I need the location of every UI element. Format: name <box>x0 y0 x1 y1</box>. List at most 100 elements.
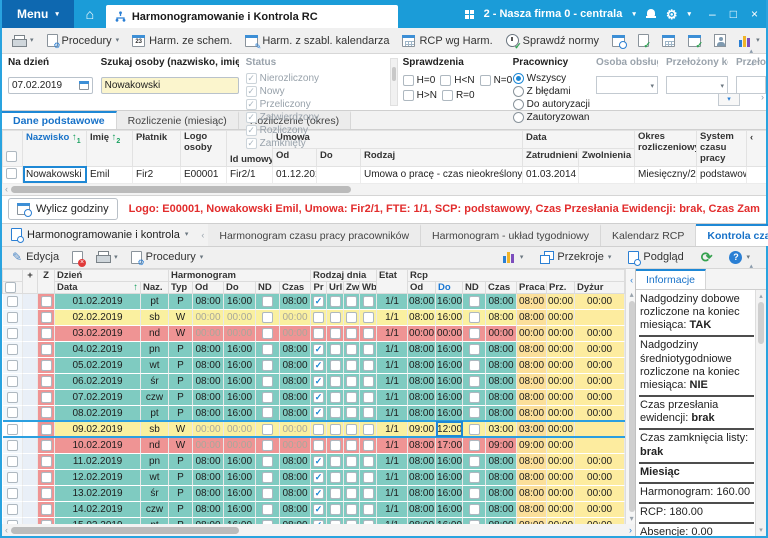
rcp-nd[interactable] <box>463 501 486 517</box>
col-harm-do[interactable]: Do <box>224 281 256 293</box>
cell-date[interactable]: 01.02.2019 <box>55 293 141 309</box>
rcp-nd[interactable] <box>463 389 486 405</box>
cell-zwolnienia[interactable] <box>579 166 635 183</box>
cell-rcp-od[interactable]: 08:00 <box>408 485 436 501</box>
status-option[interactable]: Nowy <box>246 85 322 97</box>
rcp-row[interactable]: 01.02.2019ptP08:0016:0008:001/108:0016:0… <box>3 293 625 309</box>
cell-day-name[interactable]: śr <box>141 485 169 501</box>
col-harm-czas[interactable]: Czas <box>280 281 311 293</box>
cell-prz[interactable]: 00:00 <box>547 309 575 325</box>
cell-praca[interactable]: 08:00 <box>517 389 547 405</box>
rodzaj-url[interactable] <box>327 485 344 501</box>
cell-rcp-od[interactable]: 00:00 <box>408 325 436 341</box>
checkbox-icon[interactable] <box>440 75 451 86</box>
rodzaj-pr[interactable] <box>311 405 327 421</box>
rodzaj-wb[interactable] <box>360 485 377 501</box>
row-select-checkbox[interactable] <box>7 407 18 418</box>
checkbox-checked-icon[interactable] <box>246 112 257 123</box>
cell-rcp-od[interactable]: 08:00 <box>408 501 436 517</box>
rodzaj-url[interactable] <box>327 309 344 325</box>
cell-rcp-od[interactable]: 08:00 <box>408 341 436 357</box>
cell-rcp-do[interactable]: 16:00 <box>436 501 463 517</box>
rodzaj-wb[interactable] <box>360 357 377 373</box>
rodzaj-zw-checkbox[interactable] <box>346 328 357 339</box>
cell-zatrudnienia[interactable]: 01.03.2014 <box>523 166 579 183</box>
cell-day-name[interactable]: pn <box>141 341 169 357</box>
row-expand[interactable] <box>23 485 38 501</box>
radio-icon[interactable] <box>513 99 524 110</box>
harm-nd[interactable] <box>256 437 280 453</box>
cell-type[interactable]: W <box>169 309 193 325</box>
cell-harm-czas[interactable]: 08:00 <box>280 485 311 501</box>
rodzaj-url-checkbox[interactable] <box>330 407 341 418</box>
cell-day-name[interactable]: wt <box>141 469 169 485</box>
row-select-checkbox[interactable] <box>7 344 18 355</box>
cell-rcp-od[interactable]: 08:00 <box>408 469 436 485</box>
cell-dyzur[interactable]: 00:00 <box>575 357 625 373</box>
row-select-checkbox[interactable] <box>7 472 18 483</box>
person-card-button[interactable] <box>709 32 731 49</box>
harm-nd[interactable] <box>256 469 280 485</box>
harm-nd[interactable] <box>256 501 280 517</box>
rodzaj-pr-checkbox[interactable] <box>313 424 324 435</box>
doc-check-button[interactable] <box>633 32 654 49</box>
rodzaj-wb[interactable] <box>360 517 377 524</box>
cell-rcp-czas[interactable]: 03:00 <box>486 421 517 437</box>
rodzaj-zw[interactable] <box>344 469 360 485</box>
rodzaj-pr[interactable] <box>311 517 327 524</box>
row-select-checkbox[interactable] <box>7 296 18 307</box>
cell-type[interactable]: P <box>169 485 193 501</box>
rcp-nd[interactable] <box>463 309 486 325</box>
col-harm-nd[interactable]: ND <box>256 281 280 293</box>
colgroup-rcp[interactable]: Rcp <box>408 269 625 281</box>
scrollbar-thumb[interactable] <box>11 186 351 193</box>
col-etat[interactable]: Etat <box>377 269 408 293</box>
cell-praca[interactable]: 08:00 <box>517 469 547 485</box>
rodzaj-url-checkbox[interactable] <box>330 456 341 467</box>
cell-etat[interactable]: 1/1 <box>377 341 408 357</box>
col-data[interactable]: Data↑ <box>55 281 141 293</box>
row-select[interactable] <box>3 437 23 453</box>
z-flag-checkbox[interactable] <box>41 360 52 371</box>
cell-dyzur[interactable]: 00:00 <box>575 469 625 485</box>
cell-harm-czas[interactable]: 08:00 <box>280 405 311 421</box>
collapse-panel-icon[interactable]: ▴ <box>749 262 753 270</box>
row-select[interactable] <box>3 517 23 524</box>
search-input[interactable]: Nowakowski <box>101 77 239 94</box>
col-rcp-od[interactable]: Od <box>408 281 436 293</box>
rcp-nd-checkbox[interactable] <box>469 407 480 418</box>
przelozony1-combo[interactable]: ▾ <box>666 76 728 94</box>
rodzaj-wb[interactable] <box>360 293 377 309</box>
rodzaj-wb-checkbox[interactable] <box>363 488 374 499</box>
harm-nd-checkbox[interactable] <box>262 312 273 323</box>
cell-dyzur[interactable]: 00:00 <box>575 325 625 341</box>
person-row[interactable]: Nowakowski Emil Fir2 E00001 Fir2/1 01.12… <box>3 166 767 183</box>
cell-rcp-do[interactable]: 16:00 <box>436 469 463 485</box>
cell-harm-czas[interactable]: 08:00 <box>280 341 311 357</box>
cell-rcp-czas[interactable]: 08:00 <box>486 389 517 405</box>
rcp-row[interactable]: 07.02.2019czwP08:0016:0008:001/108:0016:… <box>3 389 625 405</box>
row-expand[interactable] <box>23 293 38 309</box>
z-flag[interactable] <box>38 501 55 517</box>
harm-nd[interactable] <box>256 389 280 405</box>
cell-harm-do[interactable]: 16:00 <box>224 405 256 421</box>
row-select-checkbox[interactable] <box>7 328 18 339</box>
rodzaj-zw[interactable] <box>344 405 360 421</box>
harm-nd[interactable] <box>256 373 280 389</box>
row-select-checkbox[interactable] <box>7 456 18 467</box>
harm-nd[interactable] <box>256 293 280 309</box>
harm-nd-checkbox[interactable] <box>262 360 273 371</box>
cell-day-name[interactable]: nd <box>141 437 169 453</box>
cell-harm-czas[interactable]: 00:00 <box>280 309 311 325</box>
procedury-button[interactable]: Procedury ▾ <box>126 249 209 266</box>
z-flag[interactable] <box>38 453 55 469</box>
z-flag-checkbox[interactable] <box>41 312 52 323</box>
col-typ[interactable]: Typ <box>169 281 193 293</box>
rodzaj-wb-checkbox[interactable] <box>363 376 374 387</box>
rodzaj-zw[interactable] <box>344 437 360 453</box>
cell-praca[interactable]: 08:00 <box>517 485 547 501</box>
wylicz-godziny-button[interactable]: Wylicz godziny <box>8 198 118 220</box>
cell-day-name[interactable]: pt <box>141 293 169 309</box>
z-flag[interactable] <box>38 373 55 389</box>
cell-harm-do[interactable]: 16:00 <box>224 469 256 485</box>
